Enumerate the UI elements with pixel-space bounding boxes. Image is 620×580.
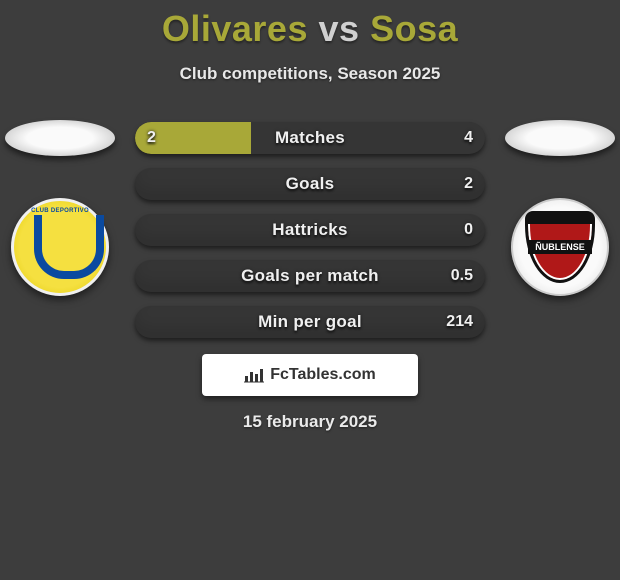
player1-avatar bbox=[5, 120, 115, 156]
player2-club-logo bbox=[511, 198, 609, 296]
player1-club-logo bbox=[11, 198, 109, 296]
stat-label: Min per goal bbox=[135, 306, 485, 338]
bar-chart-icon bbox=[244, 367, 264, 383]
stat-label: Goals per match bbox=[135, 260, 485, 292]
stat-label: Matches bbox=[135, 122, 485, 154]
player-left-column bbox=[5, 120, 115, 296]
date-text: 15 february 2025 bbox=[0, 412, 620, 432]
stat-row: 2Goals bbox=[135, 168, 485, 200]
stat-row: 0.5Goals per match bbox=[135, 260, 485, 292]
shield-icon bbox=[525, 211, 595, 283]
player2-name-title: Sosa bbox=[370, 8, 458, 49]
stat-label: Goals bbox=[135, 168, 485, 200]
brand-badge[interactable]: FcTables.com bbox=[202, 354, 418, 396]
brand-text: FcTables.com bbox=[270, 366, 376, 384]
stat-row: 214Min per goal bbox=[135, 306, 485, 338]
stat-label: Hattricks bbox=[135, 214, 485, 246]
player2-avatar bbox=[505, 120, 615, 156]
infographic-root: Olivares vs Sosa Club competitions, Seas… bbox=[0, 0, 620, 580]
vs-text: vs bbox=[319, 8, 360, 49]
subtitle: Club competitions, Season 2025 bbox=[0, 64, 620, 84]
player1-name-title: Olivares bbox=[162, 8, 308, 49]
player-right-column bbox=[505, 120, 615, 296]
stats-bars: 24Matches 2Goals 0Hattricks 0.5Goals per ma… bbox=[135, 122, 485, 352]
stat-row: 0Hattricks bbox=[135, 214, 485, 246]
stat-row: 24Matches bbox=[135, 122, 485, 154]
page-title: Olivares vs Sosa bbox=[0, 0, 620, 50]
